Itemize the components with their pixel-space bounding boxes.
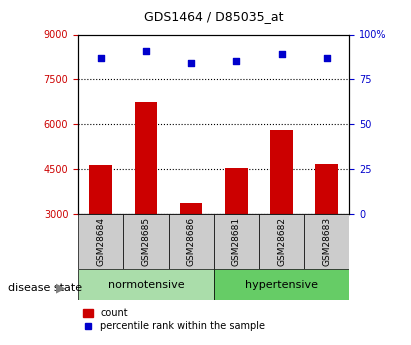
Point	[323, 55, 330, 61]
Point	[278, 51, 285, 57]
Bar	[316, 164, 338, 214]
FancyBboxPatch shape	[78, 214, 123, 269]
Text: GDS1464 / D85035_at: GDS1464 / D85035_at	[144, 10, 284, 23]
Text: normotensive: normotensive	[108, 280, 184, 289]
Point	[143, 48, 149, 53]
Text: GSM28683: GSM28683	[322, 217, 331, 266]
Point	[97, 55, 104, 61]
Text: GSM28682: GSM28682	[277, 217, 286, 266]
FancyBboxPatch shape	[78, 269, 214, 300]
Legend: count, percentile rank within the sample: count, percentile rank within the sample	[83, 308, 266, 332]
Text: GSM28685: GSM28685	[141, 217, 150, 266]
Bar	[270, 130, 293, 214]
Text: GSM28686: GSM28686	[187, 217, 196, 266]
Point	[188, 60, 194, 66]
Text: GSM28681: GSM28681	[232, 217, 241, 266]
Bar	[225, 168, 247, 214]
Bar	[135, 102, 157, 214]
FancyBboxPatch shape	[259, 214, 304, 269]
FancyBboxPatch shape	[214, 269, 349, 300]
Point	[233, 59, 240, 64]
Bar	[180, 204, 202, 214]
Text: ▶: ▶	[56, 282, 66, 295]
FancyBboxPatch shape	[123, 214, 169, 269]
FancyBboxPatch shape	[304, 214, 349, 269]
Bar	[90, 165, 112, 214]
Text: disease state: disease state	[8, 283, 82, 293]
FancyBboxPatch shape	[169, 214, 214, 269]
Text: hypertensive: hypertensive	[245, 280, 318, 289]
Text: GSM28684: GSM28684	[96, 217, 105, 266]
FancyBboxPatch shape	[214, 214, 259, 269]
